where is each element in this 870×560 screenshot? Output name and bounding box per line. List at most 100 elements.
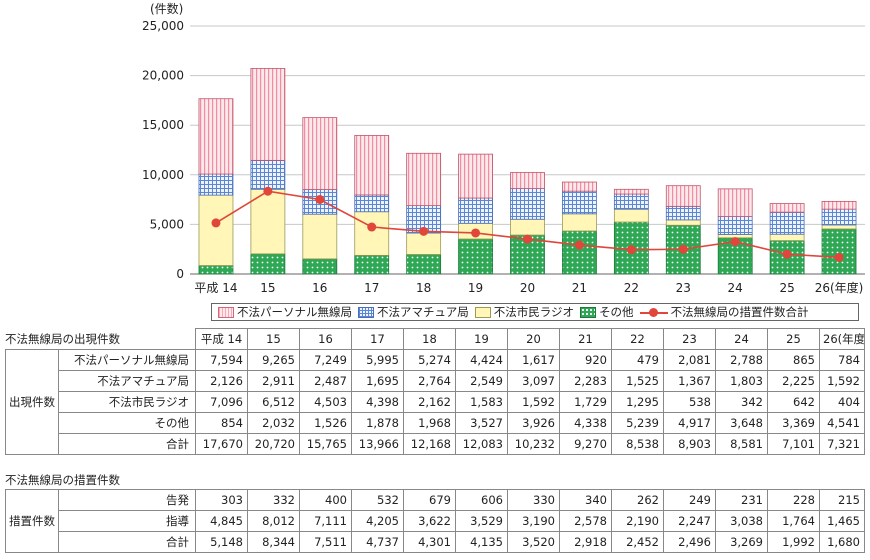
- table-cell: 3,097: [507, 370, 560, 392]
- bar-segment-amateur: [665, 205, 701, 221]
- bar-segment-amateur: [354, 194, 390, 213]
- table-cell: 7,101: [767, 433, 820, 455]
- table-cell: 4,845: [195, 510, 248, 532]
- bar-segment-amateur: [562, 190, 597, 215]
- table1-col-header: 18: [403, 328, 456, 350]
- table-cell: 2,283: [559, 370, 612, 392]
- table-cell: 2,764: [403, 370, 456, 392]
- table-cell: 2,225: [767, 370, 820, 392]
- y-tick-label: 25,000: [142, 19, 184, 33]
- bar-segment-personal: [613, 188, 649, 195]
- x-tick-label: 20: [520, 281, 535, 295]
- table2-row-label: 合計: [58, 531, 196, 553]
- line-point: [730, 237, 740, 247]
- table-cell: 8,581: [715, 433, 768, 455]
- bar-segment-amateur: [769, 211, 805, 235]
- table-cell: 3,369: [767, 412, 820, 434]
- legend-swatch-amateur: [358, 306, 374, 318]
- bar-segment-amateur: [821, 208, 857, 226]
- bar-segment-other: [198, 265, 234, 275]
- table-cell: 4,301: [403, 531, 456, 553]
- table-cell: 784: [819, 349, 865, 371]
- legend-label-line: 不法無線局の措置件数合計: [670, 305, 809, 319]
- bar-segment-personal: [302, 117, 338, 190]
- table-cell: 3,648: [715, 412, 768, 434]
- table-cell: 1,968: [403, 412, 456, 434]
- table-cell: 2,081: [663, 349, 716, 371]
- table-cell: 332: [247, 489, 300, 511]
- table1-col-header: 20: [507, 328, 560, 350]
- table-cell: 2,162: [403, 391, 456, 413]
- bar-segment-personal: [406, 152, 442, 207]
- table-cell: 9,265: [247, 349, 300, 371]
- bar-segment-amateur: [717, 216, 753, 235]
- table-cell: 12,083: [455, 433, 508, 455]
- table-cell: 4,205: [351, 510, 404, 532]
- bar-segment-personal: [510, 172, 545, 189]
- table-cell: 1,295: [611, 391, 664, 413]
- legend-label-cb: 不法市民ラジオ: [493, 305, 575, 319]
- table-cell: 404: [819, 391, 865, 413]
- x-tick-label: 15: [260, 281, 275, 295]
- table1-col-header: 平成 14: [195, 328, 248, 350]
- legend-item-other: その他: [580, 304, 634, 320]
- bar-segment-personal: [665, 185, 701, 207]
- table-cell: 6,512: [247, 391, 300, 413]
- stacked-bar-chart: (件数) 0 5,000 10,000 15,000 20,000 25,000 平成 1…: [142, 1, 865, 295]
- legend-item-cb: 不法市民ラジオ: [474, 304, 575, 320]
- bar-segment-cb: [510, 218, 545, 236]
- table-cell: 15,765: [299, 433, 352, 455]
- table-cell: 1,367: [663, 370, 716, 392]
- table-cell: 249: [663, 489, 716, 511]
- table-row: 出現件数 不法パーソナル無線局 7,594 9,265 7,249 5,995 5,274 4…: [5, 349, 865, 455]
- table-cell: 5,995: [351, 349, 404, 371]
- table-cell: 8,012: [247, 510, 300, 532]
- table-cell: 2,788: [715, 349, 768, 371]
- table-cell: 7,249: [299, 349, 352, 371]
- table1-col-header: 21: [559, 328, 612, 350]
- bar-segment-amateur: [198, 173, 234, 196]
- table-cell: 2,918: [559, 531, 612, 553]
- table-cell: 1,617: [507, 349, 560, 371]
- table-cell: 340: [559, 489, 612, 511]
- bar-segment-other: [354, 254, 390, 275]
- line-point: [367, 222, 377, 232]
- table-cell: 538: [663, 391, 716, 413]
- table-cell: 4,135: [455, 531, 508, 553]
- table1-col-header: 15: [247, 328, 300, 350]
- table-cell: 3,926: [507, 412, 560, 434]
- bar-segment-other: [250, 253, 286, 275]
- table-cell: 2,911: [247, 370, 300, 392]
- bar-segment-other: [458, 238, 493, 275]
- table-cell: 1,592: [507, 391, 560, 413]
- bar-segment-amateur: [510, 188, 545, 220]
- x-tick-label: 26(年度): [815, 280, 864, 295]
- table-row: 指導 4,845 8,012 7,111 4,205 3,622 3,529 3,190 2,5…: [6, 510, 865, 532]
- table-cell: 2,126: [195, 370, 248, 392]
- bar-segment-personal: [354, 135, 390, 196]
- measures-table: 措置件数 告発 303 332 400 532 679 606 330 340 262 249 231 2…: [5, 489, 865, 553]
- x-tick-label: 25: [779, 281, 794, 295]
- line-point: [315, 194, 325, 204]
- table-cell: 8,344: [247, 531, 300, 553]
- table-cell: 3,520: [507, 531, 560, 553]
- table-cell: 3,269: [715, 531, 768, 553]
- table-row: 合計 17,670 20,720 15,765 13,966 12,168 12,083 10…: [6, 433, 865, 455]
- table1-group-label: 出現件数: [5, 349, 59, 455]
- legend-label-amateur: 不法アマチュア局: [377, 305, 469, 319]
- line-point: [782, 249, 792, 259]
- table-cell: 7,096: [195, 391, 248, 413]
- y-tick-label: 0: [176, 267, 184, 281]
- y-tick-label: 20,000: [142, 69, 184, 83]
- table-cell: 3,038: [715, 510, 768, 532]
- table-cell: 1,583: [455, 391, 508, 413]
- y-tick-label: 5,000: [150, 217, 184, 231]
- table-cell: 479: [611, 349, 664, 371]
- line-point: [263, 186, 273, 196]
- table-cell: 20,720: [247, 433, 300, 455]
- table-cell: 1,465: [819, 510, 865, 532]
- table-cell: 532: [351, 489, 404, 511]
- table-cell: 642: [767, 391, 820, 413]
- table-cell: 400: [299, 489, 352, 511]
- x-tick-label: 17: [364, 281, 379, 295]
